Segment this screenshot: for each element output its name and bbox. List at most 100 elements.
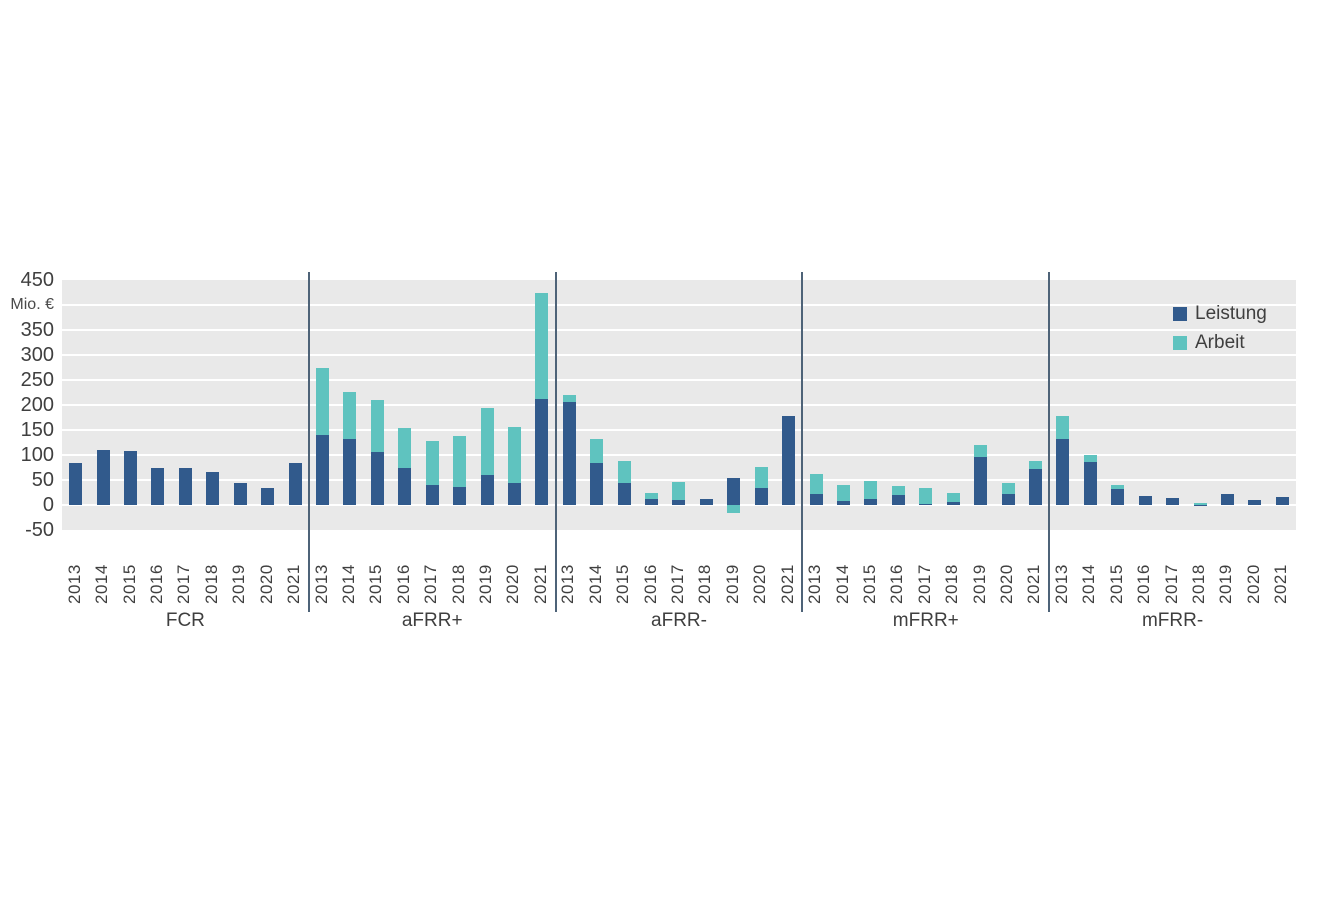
bar-leistung-mFRR+-2014 bbox=[837, 500, 851, 505]
bar-leistung-FCR-2019 bbox=[233, 482, 247, 505]
bar-leistung-aFRR--2018 bbox=[699, 498, 713, 505]
bar-arbeit-mFRR+-2015 bbox=[864, 481, 878, 499]
legend-label-leistung: Leistung bbox=[1195, 303, 1267, 324]
bar-leistung-mFRR+-2016 bbox=[891, 494, 905, 505]
x-tick-label-mFRR--2020: 2020 bbox=[1243, 564, 1263, 604]
y-tick-label: 150 bbox=[20, 419, 54, 441]
bar-leistung-FCR-2021 bbox=[288, 463, 302, 505]
y-tick-label: 200 bbox=[20, 394, 54, 416]
x-tick-label-mFRR+-2014: 2014 bbox=[832, 564, 852, 604]
bar-leistung-mFRR--2021 bbox=[1275, 497, 1289, 505]
y-tick-label: 100 bbox=[20, 444, 54, 466]
y-gridline bbox=[62, 504, 1296, 506]
x-tick-label-aFRR+-2017: 2017 bbox=[421, 564, 441, 604]
y-gridline bbox=[62, 304, 1296, 306]
bar-arbeit-aFRR+-2016 bbox=[398, 427, 412, 468]
bar-arbeit-aFRR--2013 bbox=[562, 395, 576, 402]
y-tick-label: 0 bbox=[42, 494, 54, 516]
bar-leistung-aFRR+-2017 bbox=[425, 485, 439, 505]
legend-label-arbeit: Arbeit bbox=[1195, 332, 1245, 353]
bar-arbeit-mFRR+-2021 bbox=[1028, 461, 1042, 469]
x-tick-label-mFRR+-2016: 2016 bbox=[887, 564, 907, 604]
x-tick-label-aFRR+-2020: 2020 bbox=[503, 564, 523, 604]
x-tick-label-FCR-2020: 2020 bbox=[256, 564, 276, 604]
bar-arbeit-mFRR+-2018 bbox=[946, 492, 960, 502]
bar-arbeit-aFRR+-2018 bbox=[453, 436, 467, 487]
chart-section-aFRR- bbox=[556, 280, 803, 530]
bar-arbeit-aFRR--2016 bbox=[645, 492, 659, 499]
y-tick-label: 250 bbox=[20, 369, 54, 391]
x-tick-label-mFRR--2018: 2018 bbox=[1189, 564, 1209, 604]
chart-legend: Leistung Arbeit bbox=[1173, 303, 1267, 354]
bar-leistung-mFRR+-2015 bbox=[864, 499, 878, 505]
bar-arbeit-aFRR+-2019 bbox=[480, 408, 494, 475]
section-separator-line bbox=[801, 272, 804, 612]
bar-leistung-aFRR+-2016 bbox=[398, 467, 412, 505]
bar-leistung-aFRR--2016 bbox=[645, 499, 659, 505]
bar-arbeit-aFRR+-2013 bbox=[316, 367, 329, 435]
bar-arbeit-aFRR+-2015 bbox=[370, 399, 384, 452]
x-tick-label-mFRR--2013: 2013 bbox=[1051, 564, 1071, 604]
x-tick-label-FCR-2014: 2014 bbox=[92, 564, 112, 604]
bar-arbeit-mFRR+-2019 bbox=[974, 444, 988, 457]
x-tick-label-mFRR+-2015: 2015 bbox=[859, 564, 879, 604]
bar-leistung-mFRR--2019 bbox=[1220, 493, 1234, 505]
bar-leistung-mFRR--2016 bbox=[1138, 496, 1152, 505]
bar-arbeit-mFRR--2015 bbox=[1111, 485, 1125, 489]
x-tick-label-mFRR+-2018: 2018 bbox=[942, 564, 962, 604]
bar-arbeit-aFRR+-2021 bbox=[535, 292, 549, 399]
x-tick-label-mFRR+-2021: 2021 bbox=[1024, 564, 1044, 604]
bar-leistung-mFRR+-2013 bbox=[809, 494, 823, 505]
group-label-aFRR+: aFRR+ bbox=[401, 610, 463, 631]
bar-arbeit-aFRR+-2017 bbox=[425, 441, 439, 485]
y-gridline bbox=[62, 329, 1296, 331]
bar-arbeit-aFRR+-2014 bbox=[343, 391, 357, 439]
y-gridline bbox=[62, 479, 1296, 481]
group-label-mFRR+: mFRR+ bbox=[892, 610, 959, 631]
x-tick-label-FCR-2016: 2016 bbox=[146, 564, 166, 604]
bar-leistung-aFRR+-2014 bbox=[343, 439, 357, 505]
x-tick-label-mFRR+-2017: 2017 bbox=[914, 564, 934, 604]
bar-leistung-aFRR--2021 bbox=[782, 416, 796, 505]
x-tick-label-aFRR--2013: 2013 bbox=[558, 564, 578, 604]
x-tick-label-mFRR--2019: 2019 bbox=[1216, 564, 1236, 604]
x-tick-label-aFRR--2019: 2019 bbox=[722, 564, 742, 604]
x-tick-label-mFRR--2016: 2016 bbox=[1134, 564, 1154, 604]
bar-leistung-FCR-2013 bbox=[69, 462, 83, 505]
x-tick-label-aFRR+-2015: 2015 bbox=[366, 564, 386, 604]
legend-swatch-arbeit-icon bbox=[1173, 336, 1187, 350]
y-gridline bbox=[62, 454, 1296, 456]
x-tick-label-mFRR+-2019: 2019 bbox=[969, 564, 989, 604]
bar-leistung-mFRR--2014 bbox=[1083, 461, 1097, 505]
group-label-mFRR-: mFRR- bbox=[1141, 610, 1204, 631]
bar-leistung-aFRR+-2015 bbox=[370, 452, 384, 505]
x-tick-label-aFRR--2020: 2020 bbox=[750, 564, 770, 604]
x-tick-label-aFRR+-2014: 2014 bbox=[338, 564, 358, 604]
bar-arbeit-aFRR--2017 bbox=[672, 482, 686, 500]
bar-leistung-FCR-2016 bbox=[151, 468, 165, 505]
section-separator-line bbox=[307, 272, 310, 612]
bar-leistung-mFRR+-2019 bbox=[974, 457, 988, 505]
bar-leistung-aFRR--2019 bbox=[727, 477, 741, 505]
x-tick-label-aFRR+-2019: 2019 bbox=[476, 564, 496, 604]
bar-arbeit-mFRR--2013 bbox=[1056, 416, 1070, 439]
bar-leistung-mFRR+-2020 bbox=[1001, 494, 1015, 505]
bar-arbeit-mFRR--2014 bbox=[1083, 455, 1097, 462]
bar-leistung-aFRR+-2018 bbox=[453, 486, 467, 505]
y-gridline bbox=[62, 404, 1296, 406]
bar-arbeit-aFRR--2014 bbox=[590, 438, 604, 463]
bar-leistung-mFRR+-2018 bbox=[946, 502, 960, 505]
x-tick-label-FCR-2019: 2019 bbox=[229, 564, 249, 604]
legend-swatch-leistung-icon bbox=[1173, 307, 1187, 321]
y-tick-label: 50 bbox=[31, 469, 54, 491]
x-tick-label-aFRR--2015: 2015 bbox=[613, 564, 633, 604]
y-tick-label: -50 bbox=[25, 519, 54, 541]
x-tick-label-mFRR--2017: 2017 bbox=[1161, 564, 1181, 604]
y-tick-label: 350 bbox=[20, 319, 54, 341]
legend-item-arbeit: Arbeit bbox=[1173, 332, 1267, 354]
bar-leistung-aFRR--2017 bbox=[672, 500, 686, 505]
x-tick-label-FCR-2018: 2018 bbox=[201, 564, 221, 604]
bar-leistung-FCR-2020 bbox=[261, 487, 275, 505]
x-tick-label-FCR-2015: 2015 bbox=[119, 564, 139, 604]
